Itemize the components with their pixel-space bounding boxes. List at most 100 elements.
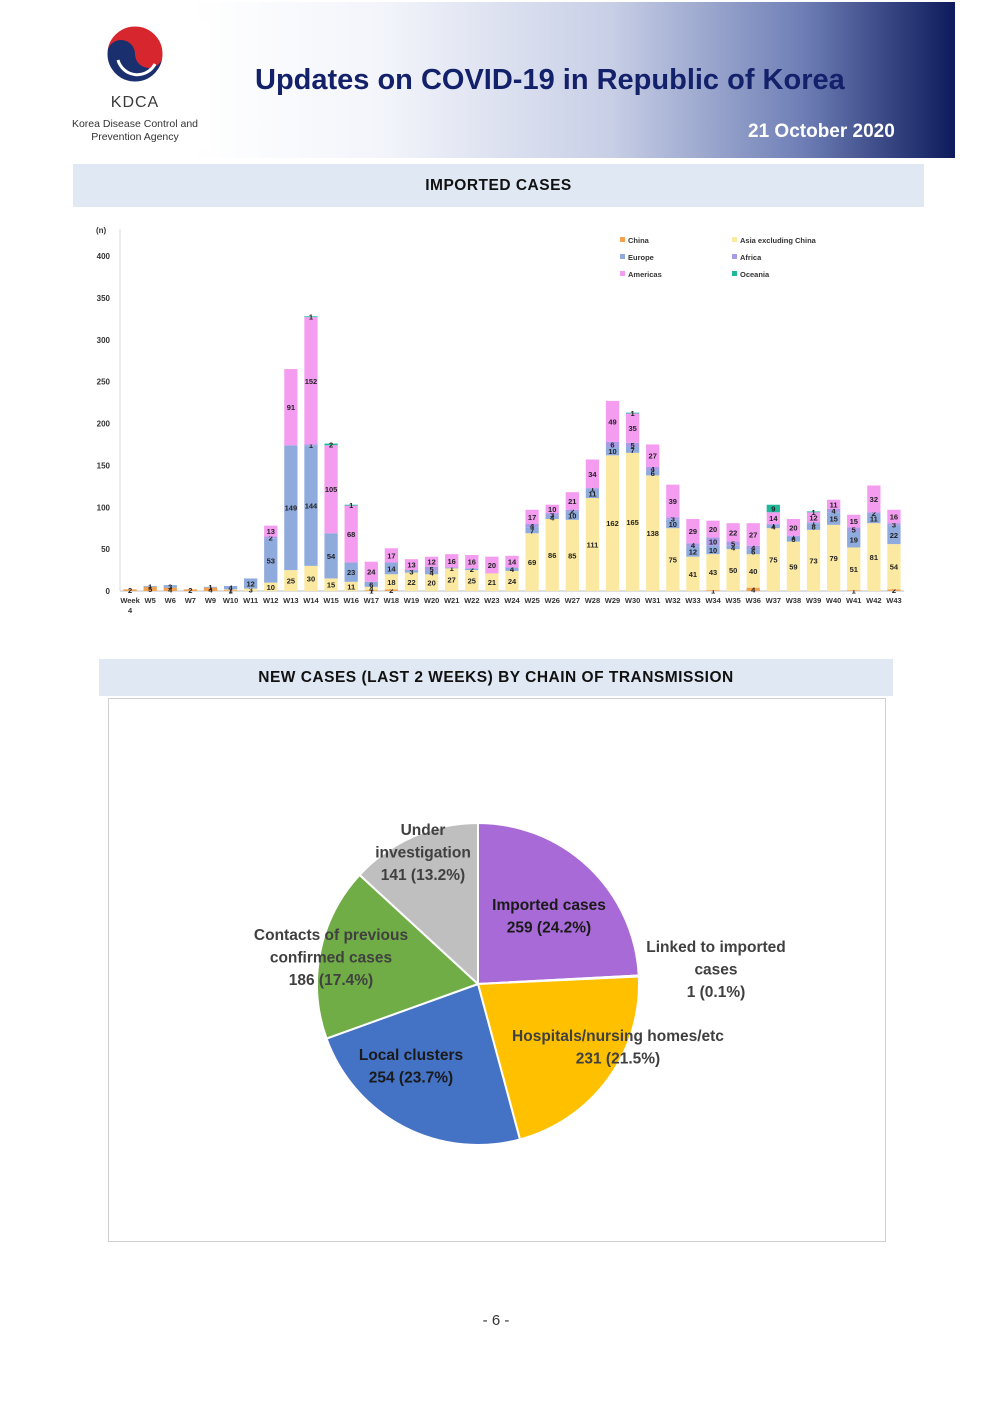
bar-segment [847,590,861,591]
bar-segment [344,562,358,582]
data-label: 3 [550,510,554,519]
data-label: 162 [606,519,619,528]
data-label: 14 [508,558,517,567]
data-label: 10 [669,520,677,529]
data-label: 40 [749,567,757,576]
data-label: 11 [830,500,838,509]
data-label: 14 [769,514,778,523]
bar-segment [264,536,278,539]
data-label: 5 [731,540,735,549]
bar-segment [384,574,399,590]
bar-segment [424,570,439,575]
data-label: 34 [588,470,597,479]
bar-segment [827,499,841,509]
data-label: 41 [689,570,697,579]
data-label: 32 [870,495,878,504]
data-label: 3 [409,567,413,576]
bar-segment [726,523,740,542]
data-label: 1 [228,587,232,596]
data-label: 10 [608,447,616,456]
data-label: 22 [407,578,415,587]
legend-swatch [732,237,737,242]
pie-label: Linked to imported cases 1 (0.1%) [646,939,786,1001]
bar-segment [646,470,660,476]
data-label: 4 [832,507,837,516]
x-tick-label: W42 [866,596,881,605]
data-label: 27 [749,530,757,539]
data-label: 12 [246,579,254,588]
x-tick-label: W21 [444,596,459,605]
data-label: 27 [448,576,456,585]
pie-label: Local clusters 254 (23.7%) [359,1047,463,1087]
data-label: 35 [628,424,636,433]
data-label: 75 [769,556,777,565]
bar-segment [766,524,780,529]
x-tick-label: Week [120,596,140,605]
data-label: 20 [789,523,797,532]
bar-segment [545,504,559,514]
bar-segment [123,589,137,591]
bar-segment [404,559,419,571]
bar-segment [565,519,579,591]
bar-segment [244,588,258,591]
data-label: 24 [508,577,517,586]
bar-segment [746,545,760,550]
data-label: 2 [570,507,574,516]
bar-segment [686,556,700,591]
data-label: 5 [430,565,434,574]
x-tick-label: W22 [464,596,479,605]
x-tick-label: W9 [205,596,216,605]
bar-segment [666,519,680,529]
data-label: 2 [872,509,876,518]
bar-segment [766,528,780,591]
data-label: 68 [347,530,355,539]
bar-segment [887,544,901,590]
data-label: 4 [369,584,374,593]
y-tick-label: 50 [101,545,110,554]
data-label: 18 [387,578,395,587]
bar-segment [324,443,338,446]
data-label: 17 [528,513,536,522]
bar-segment [465,570,479,591]
data-label: 10 [709,546,717,555]
data-label: 91 [287,403,295,412]
data-label: 1 [852,587,856,596]
bar-segment [525,527,539,534]
bar-segment [525,524,539,528]
bar-segment [505,570,519,591]
bar-segment [384,548,399,563]
data-label: 1 [811,508,815,517]
bar-segment [143,586,157,591]
pie-slice [358,821,479,987]
data-label: 6 [651,469,655,478]
bar-segment [706,537,720,546]
data-label: 15 [850,517,858,526]
bar-segment [364,590,378,591]
bar-segment [726,549,740,591]
page-number: - 6 - [482,1312,510,1329]
data-label: 5 [148,585,152,594]
x-tick-label: W26 [544,596,559,605]
bar-segment [264,582,278,591]
data-label: 4 [751,543,756,552]
logo-text: KDCA [110,94,160,111]
data-label: 11 [347,582,355,591]
data-label: 12 [427,558,435,567]
legend-entry: Europe [628,253,654,262]
bar-segment [746,523,760,546]
bar-segment [324,445,338,534]
data-label: 4 [530,522,535,531]
bar-segment [284,369,298,446]
bar-segment [867,485,881,513]
legend-swatch [620,254,625,259]
legend-swatch [732,271,737,276]
bar-segment [505,555,519,568]
kdca-logo: KDCA Korea Disease Control and Preventio… [60,20,210,150]
data-label: 144 [305,502,318,511]
x-tick-label: W17 [364,596,379,605]
data-label: 43 [709,568,717,577]
data-label: 3 [671,515,675,524]
y-tick-label: 0 [106,587,111,596]
data-label: 59 [789,562,797,571]
legend-swatch [620,237,625,242]
